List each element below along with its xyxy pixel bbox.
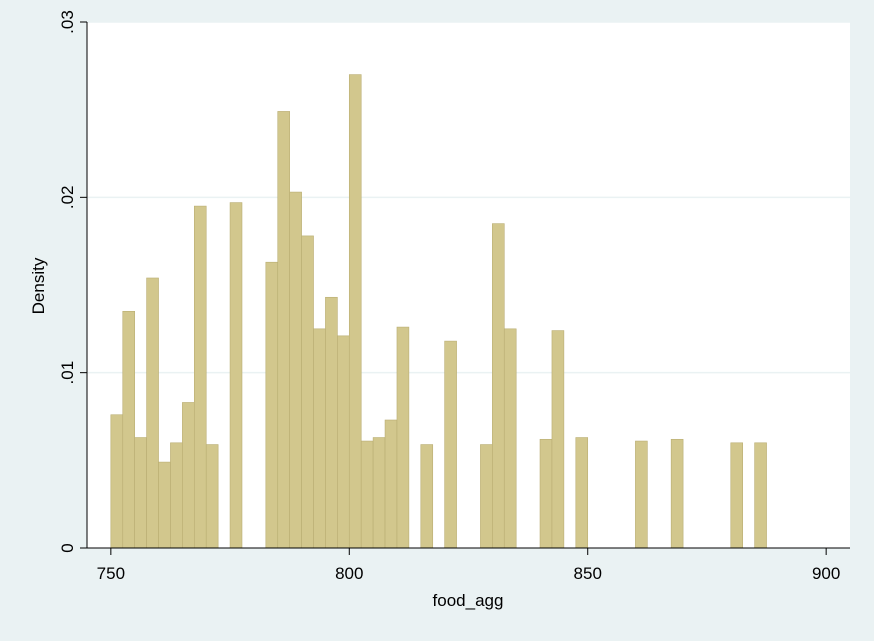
histogram-bar [348, 74, 362, 549]
histogram-bar [360, 440, 374, 549]
x-tick-label: 750 [97, 564, 125, 583]
histogram-bar [265, 261, 279, 549]
histogram-bar [325, 296, 338, 549]
y-tick-label: .02 [58, 186, 77, 210]
histogram-bar [193, 205, 207, 549]
y-tick-label: .01 [58, 361, 77, 385]
histogram-bar [539, 438, 553, 549]
y-tick-label: .03 [58, 10, 77, 34]
histogram-bar [730, 442, 744, 549]
histogram-bar [575, 437, 589, 549]
bars [110, 74, 767, 549]
histogram-bar [384, 419, 398, 549]
histogram-bar [754, 442, 767, 549]
histogram-bar [301, 235, 314, 549]
y-axis-title: Density [29, 257, 48, 314]
histogram-bar [110, 414, 124, 549]
histogram-bar [480, 444, 493, 549]
histogram-bar [444, 340, 457, 549]
x-tick-label: 800 [335, 564, 363, 583]
y-tick-label: 0 [58, 543, 77, 552]
histogram-bar [396, 326, 410, 549]
histogram-bar [170, 442, 183, 549]
histogram-bar [551, 330, 565, 549]
histogram-bar [277, 111, 290, 549]
histogram-bar [182, 402, 195, 549]
histogram-bar [313, 328, 326, 549]
histogram-bar [229, 202, 243, 549]
histogram-bar [134, 437, 147, 549]
histogram-bar [158, 461, 171, 549]
grid-lines [87, 21, 850, 374]
x-tick-label: 900 [812, 564, 840, 583]
histogram-bar [420, 444, 434, 549]
x-axis-title: food_agg [433, 591, 504, 610]
histogram-bar [337, 335, 350, 549]
histogram-bar [635, 440, 648, 549]
axes: 750 800 850 900 0 .01 .02 .03 [58, 10, 850, 583]
histogram-bar [372, 437, 386, 549]
x-tick-label: 850 [574, 564, 602, 583]
histogram-bar [205, 444, 219, 549]
histogram-bar [122, 310, 135, 549]
histogram-bar [289, 191, 302, 549]
histogram-bar [670, 438, 684, 549]
histogram-bar [492, 223, 505, 549]
histogram-bar [503, 328, 517, 549]
histogram-bar [146, 277, 159, 549]
